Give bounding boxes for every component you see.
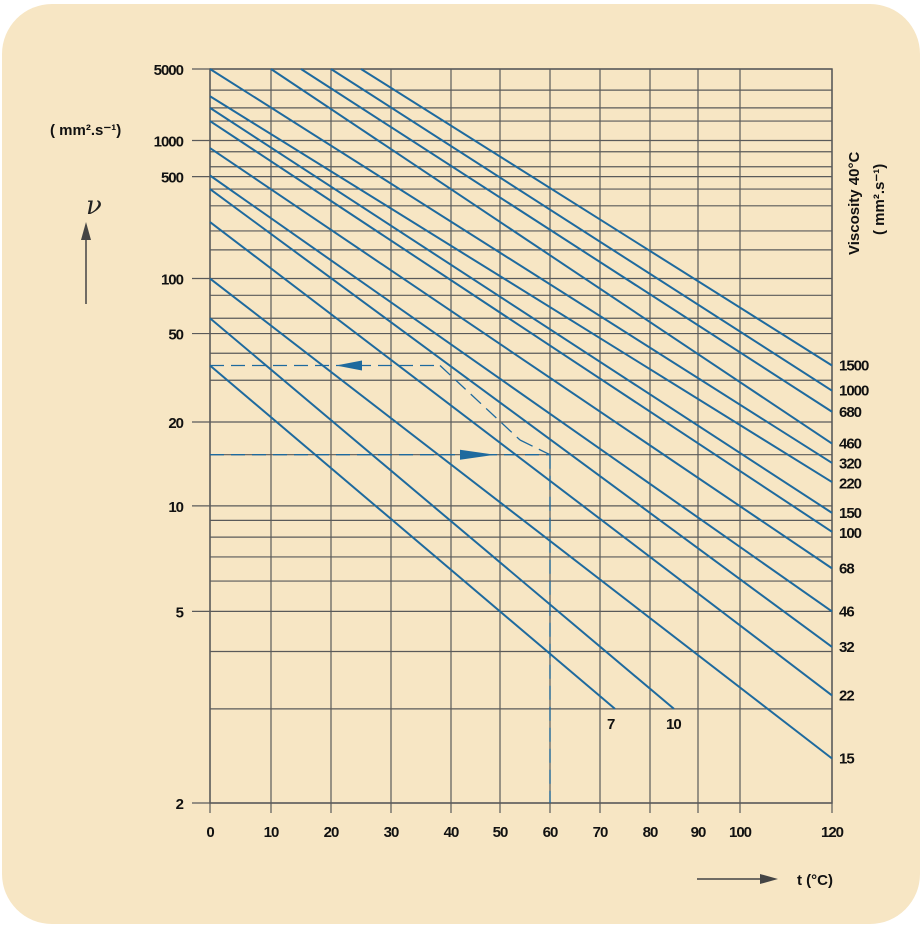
series-label-320: 320	[839, 456, 862, 473]
series-line-1000	[330, 68, 833, 392]
series-label-220: 220	[839, 476, 862, 493]
right-axis-unit: ( mm².s⁻¹)	[871, 164, 888, 235]
x-tick-label: 70	[593, 824, 608, 841]
x-tick-label: 80	[643, 824, 658, 841]
y-axis-symbol: ν	[86, 191, 102, 221]
grid	[209, 68, 833, 804]
y-tick-label: 20	[168, 415, 183, 432]
axis-labels: 7 10 1500 1000 680 460 320 220 150 100 68 46 32 22 15	[607, 358, 870, 768]
series-line-15	[209, 277, 833, 760]
series-label-68: 68	[839, 560, 854, 577]
y-tick-label: 2	[176, 796, 184, 813]
annotation-line-diagonal	[439, 365, 521, 441]
series-label-680: 680	[839, 404, 862, 421]
x-axis-label: t (°C)	[797, 872, 833, 889]
y-tick-label: 100	[161, 272, 184, 289]
y-tick-label: 50	[168, 327, 183, 344]
series-label-22: 22	[839, 687, 854, 704]
series-label-46: 46	[839, 603, 854, 620]
series-line-320	[209, 68, 833, 464]
left-arrow-icon	[336, 360, 362, 371]
x-tick-label: 50	[493, 824, 508, 841]
series-label-7: 7	[607, 716, 615, 733]
right-arrow-icon	[460, 449, 495, 460]
series-line-32	[209, 188, 833, 648]
y-tick-label: 5000	[154, 62, 184, 79]
y-tick-label: 500	[161, 170, 184, 187]
right-axis-title: Viscosity 40°C	[846, 152, 863, 255]
annotation-line-diagonal-2	[519, 439, 551, 456]
series-line-100	[209, 120, 833, 533]
y-axis-unit: ( mm².s⁻¹)	[50, 122, 121, 139]
series-line-22	[209, 221, 833, 697]
series-label-150: 150	[839, 505, 862, 522]
x-tick-label: 10	[264, 824, 279, 841]
series-lines	[209, 68, 833, 760]
series-line-68	[209, 147, 833, 570]
series-line-1500	[360, 68, 833, 367]
series-label-10: 10	[666, 716, 681, 733]
series-line-46	[209, 174, 833, 613]
plot-frame	[209, 68, 833, 804]
y-axis-arrow-head	[81, 222, 91, 240]
series-line-460	[270, 68, 833, 445]
x-tick-label: 30	[384, 824, 399, 841]
series-label-32: 32	[839, 639, 854, 656]
series-label-1000: 1000	[839, 383, 869, 400]
x-tick-label: 120	[821, 824, 844, 841]
y-tick-label: 5	[176, 604, 184, 621]
series-line-10	[209, 317, 675, 710]
series-line-7	[209, 364, 616, 710]
x-tick-label: 100	[729, 824, 752, 841]
series-label-15: 15	[839, 751, 854, 768]
y-tick-label: 10	[168, 499, 183, 516]
x-tick-label: 90	[691, 824, 706, 841]
chart-panel	[2, 4, 920, 924]
series-line-680	[300, 68, 833, 413]
example-annotation	[210, 360, 551, 803]
series-label-100: 100	[839, 525, 862, 542]
series-label-460: 460	[839, 436, 862, 453]
series-label-1500: 1500	[839, 358, 869, 375]
y-tick-label: 1000	[154, 134, 184, 151]
x-tick-label: 60	[543, 824, 558, 841]
series-line-150	[209, 107, 833, 514]
x-tick-label: 0	[206, 824, 214, 841]
x-tick-label: 40	[444, 824, 459, 841]
series-line-220	[209, 95, 833, 483]
x-axis-arrow-head	[760, 874, 778, 884]
x-tick-label: 20	[324, 824, 339, 841]
